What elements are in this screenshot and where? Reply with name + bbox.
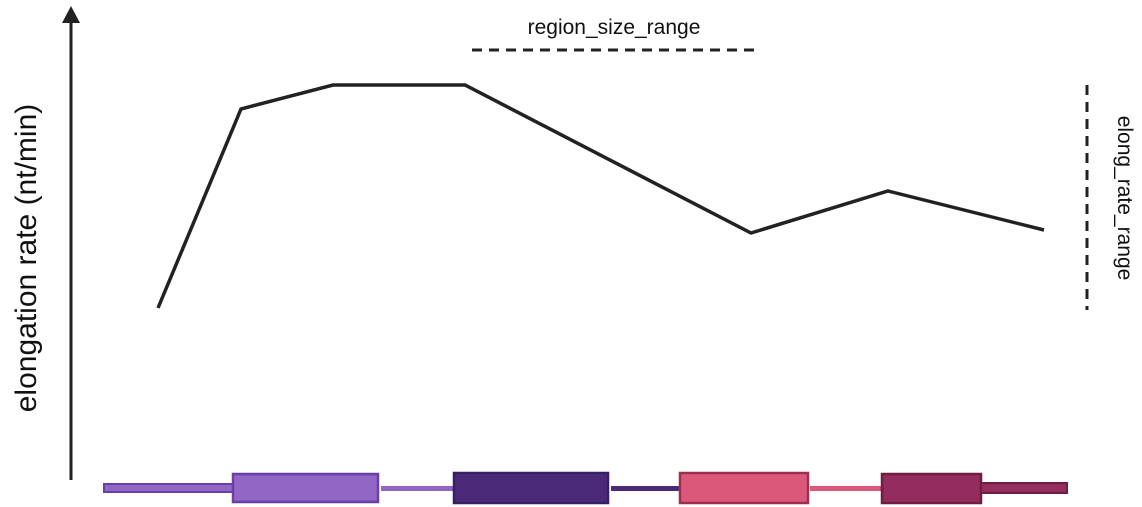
gene-block-pink (678, 471, 810, 505)
gene-block-dark-purple (452, 471, 610, 505)
elongation-rate-profile-line (156, 83, 1045, 309)
gene-block-light-purple (231, 472, 380, 504)
elong-rate-range-label: elong_rate_range (1113, 116, 1136, 281)
gene-segment-thin-right (980, 482, 1068, 494)
gene-block-maroon (880, 472, 983, 505)
gene-connector-light-purple (381, 486, 453, 491)
gene-segment-thin-left (103, 483, 235, 493)
gene-connector-dark-purple (611, 486, 679, 491)
y-axis-label: elongation rate (nt/min) (10, 104, 43, 413)
y-axis-arrowhead (62, 6, 80, 23)
gene-connector-pink (810, 486, 881, 491)
gene-structure-track (103, 471, 1068, 505)
region-size-range-label: region_size_range (528, 16, 701, 39)
